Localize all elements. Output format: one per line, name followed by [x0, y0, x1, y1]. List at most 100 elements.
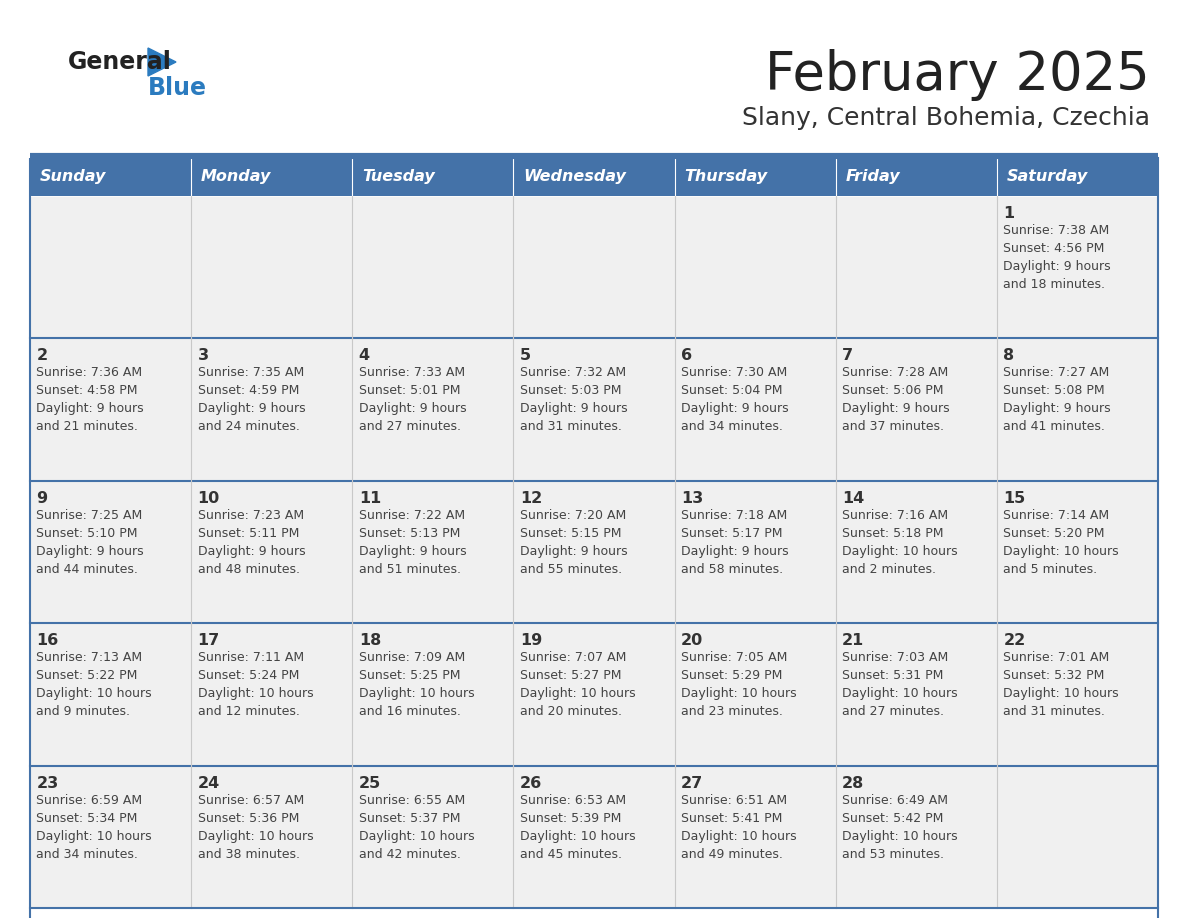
Text: Sunrise: 7:23 AM
Sunset: 5:11 PM
Daylight: 9 hours
and 48 minutes.: Sunrise: 7:23 AM Sunset: 5:11 PM Dayligh…: [197, 509, 305, 576]
Text: Sunrise: 7:07 AM
Sunset: 5:27 PM
Daylight: 10 hours
and 20 minutes.: Sunrise: 7:07 AM Sunset: 5:27 PM Dayligh…: [520, 651, 636, 718]
Bar: [675, 339, 835, 481]
Bar: [513, 339, 675, 481]
Bar: [191, 339, 353, 481]
Text: 5: 5: [520, 349, 531, 364]
Text: Sunrise: 7:20 AM
Sunset: 5:15 PM
Daylight: 9 hours
and 55 minutes.: Sunrise: 7:20 AM Sunset: 5:15 PM Dayligh…: [520, 509, 627, 576]
Bar: [191, 481, 353, 623]
Text: Sunrise: 7:14 AM
Sunset: 5:20 PM
Daylight: 10 hours
and 5 minutes.: Sunrise: 7:14 AM Sunset: 5:20 PM Dayligh…: [1004, 509, 1119, 576]
Text: Sunrise: 7:09 AM
Sunset: 5:25 PM
Daylight: 10 hours
and 16 minutes.: Sunrise: 7:09 AM Sunset: 5:25 PM Dayligh…: [359, 651, 474, 718]
Text: 25: 25: [359, 776, 381, 790]
Text: Sunrise: 7:03 AM
Sunset: 5:31 PM
Daylight: 10 hours
and 27 minutes.: Sunrise: 7:03 AM Sunset: 5:31 PM Dayligh…: [842, 651, 958, 718]
Text: 20: 20: [681, 633, 703, 648]
Text: Sunrise: 7:13 AM
Sunset: 5:22 PM
Daylight: 10 hours
and 9 minutes.: Sunrise: 7:13 AM Sunset: 5:22 PM Dayligh…: [37, 651, 152, 718]
Text: February 2025: February 2025: [765, 49, 1150, 101]
Bar: [835, 766, 997, 908]
Bar: [997, 196, 1158, 339]
Bar: [513, 766, 675, 908]
Bar: [675, 623, 835, 766]
Bar: [835, 158, 997, 196]
Text: 9: 9: [37, 491, 48, 506]
Bar: [353, 766, 513, 908]
Text: Sunrise: 7:11 AM
Sunset: 5:24 PM
Daylight: 10 hours
and 12 minutes.: Sunrise: 7:11 AM Sunset: 5:24 PM Dayligh…: [197, 651, 314, 718]
Text: 17: 17: [197, 633, 220, 648]
Bar: [30, 196, 191, 339]
Text: 2: 2: [37, 349, 48, 364]
Bar: [513, 158, 675, 196]
Bar: [675, 481, 835, 623]
Text: 23: 23: [37, 776, 58, 790]
Text: 3: 3: [197, 349, 209, 364]
Text: 24: 24: [197, 776, 220, 790]
Text: Wednesday: Wednesday: [523, 170, 626, 185]
Text: Sunrise: 7:28 AM
Sunset: 5:06 PM
Daylight: 9 hours
and 37 minutes.: Sunrise: 7:28 AM Sunset: 5:06 PM Dayligh…: [842, 366, 949, 433]
Bar: [353, 623, 513, 766]
Text: Sunrise: 6:49 AM
Sunset: 5:42 PM
Daylight: 10 hours
and 53 minutes.: Sunrise: 6:49 AM Sunset: 5:42 PM Dayligh…: [842, 793, 958, 860]
Text: 12: 12: [520, 491, 542, 506]
Bar: [30, 158, 191, 196]
Text: Sunrise: 7:35 AM
Sunset: 4:59 PM
Daylight: 9 hours
and 24 minutes.: Sunrise: 7:35 AM Sunset: 4:59 PM Dayligh…: [197, 366, 305, 433]
Text: Saturday: Saturday: [1006, 170, 1088, 185]
Text: Sunrise: 6:55 AM
Sunset: 5:37 PM
Daylight: 10 hours
and 42 minutes.: Sunrise: 6:55 AM Sunset: 5:37 PM Dayligh…: [359, 793, 474, 860]
Text: Friday: Friday: [846, 170, 901, 185]
Text: 10: 10: [197, 491, 220, 506]
Bar: [353, 339, 513, 481]
Bar: [30, 339, 191, 481]
Bar: [675, 196, 835, 339]
Bar: [191, 766, 353, 908]
Text: 15: 15: [1004, 491, 1025, 506]
Text: Sunrise: 6:51 AM
Sunset: 5:41 PM
Daylight: 10 hours
and 49 minutes.: Sunrise: 6:51 AM Sunset: 5:41 PM Dayligh…: [681, 793, 797, 860]
Bar: [997, 339, 1158, 481]
Text: 28: 28: [842, 776, 865, 790]
Text: Sunrise: 7:25 AM
Sunset: 5:10 PM
Daylight: 9 hours
and 44 minutes.: Sunrise: 7:25 AM Sunset: 5:10 PM Dayligh…: [37, 509, 144, 576]
Bar: [353, 158, 513, 196]
Bar: [997, 158, 1158, 196]
Text: 6: 6: [681, 349, 693, 364]
Text: Sunrise: 7:22 AM
Sunset: 5:13 PM
Daylight: 9 hours
and 51 minutes.: Sunrise: 7:22 AM Sunset: 5:13 PM Dayligh…: [359, 509, 467, 576]
Bar: [30, 766, 191, 908]
Text: Sunrise: 6:59 AM
Sunset: 5:34 PM
Daylight: 10 hours
and 34 minutes.: Sunrise: 6:59 AM Sunset: 5:34 PM Dayligh…: [37, 793, 152, 860]
Text: Sunday: Sunday: [39, 170, 106, 185]
Text: 19: 19: [520, 633, 542, 648]
Text: 21: 21: [842, 633, 865, 648]
Text: 14: 14: [842, 491, 865, 506]
Text: Sunrise: 7:27 AM
Sunset: 5:08 PM
Daylight: 9 hours
and 41 minutes.: Sunrise: 7:27 AM Sunset: 5:08 PM Dayligh…: [1004, 366, 1111, 433]
Text: 1: 1: [1004, 206, 1015, 221]
Text: Sunrise: 6:53 AM
Sunset: 5:39 PM
Daylight: 10 hours
and 45 minutes.: Sunrise: 6:53 AM Sunset: 5:39 PM Dayligh…: [520, 793, 636, 860]
Text: Sunrise: 7:16 AM
Sunset: 5:18 PM
Daylight: 10 hours
and 2 minutes.: Sunrise: 7:16 AM Sunset: 5:18 PM Dayligh…: [842, 509, 958, 576]
Bar: [30, 158, 1158, 918]
Text: Sunrise: 7:32 AM
Sunset: 5:03 PM
Daylight: 9 hours
and 31 minutes.: Sunrise: 7:32 AM Sunset: 5:03 PM Dayligh…: [520, 366, 627, 433]
Text: 26: 26: [520, 776, 542, 790]
Text: Sunrise: 7:33 AM
Sunset: 5:01 PM
Daylight: 9 hours
and 27 minutes.: Sunrise: 7:33 AM Sunset: 5:01 PM Dayligh…: [359, 366, 467, 433]
Bar: [30, 623, 191, 766]
Text: Thursday: Thursday: [684, 170, 767, 185]
Text: Tuesday: Tuesday: [362, 170, 435, 185]
Bar: [513, 481, 675, 623]
Text: 22: 22: [1004, 633, 1025, 648]
Bar: [835, 196, 997, 339]
Bar: [513, 623, 675, 766]
Bar: [835, 339, 997, 481]
Text: Sunrise: 7:18 AM
Sunset: 5:17 PM
Daylight: 9 hours
and 58 minutes.: Sunrise: 7:18 AM Sunset: 5:17 PM Dayligh…: [681, 509, 789, 576]
Text: 13: 13: [681, 491, 703, 506]
Text: General: General: [68, 50, 172, 74]
Bar: [835, 623, 997, 766]
Text: 27: 27: [681, 776, 703, 790]
Text: Monday: Monday: [201, 170, 271, 185]
Text: 18: 18: [359, 633, 381, 648]
Text: Sunrise: 6:57 AM
Sunset: 5:36 PM
Daylight: 10 hours
and 38 minutes.: Sunrise: 6:57 AM Sunset: 5:36 PM Dayligh…: [197, 793, 314, 860]
Bar: [353, 196, 513, 339]
Text: 7: 7: [842, 349, 853, 364]
Text: Slany, Central Bohemia, Czechia: Slany, Central Bohemia, Czechia: [742, 106, 1150, 130]
Bar: [675, 766, 835, 908]
Bar: [191, 158, 353, 196]
Bar: [997, 766, 1158, 908]
Bar: [997, 481, 1158, 623]
Polygon shape: [148, 48, 176, 76]
Text: 11: 11: [359, 491, 381, 506]
Text: Blue: Blue: [148, 76, 207, 100]
Text: Sunrise: 7:36 AM
Sunset: 4:58 PM
Daylight: 9 hours
and 21 minutes.: Sunrise: 7:36 AM Sunset: 4:58 PM Dayligh…: [37, 366, 144, 433]
Bar: [675, 158, 835, 196]
Bar: [30, 481, 191, 623]
Text: 8: 8: [1004, 349, 1015, 364]
Bar: [353, 481, 513, 623]
